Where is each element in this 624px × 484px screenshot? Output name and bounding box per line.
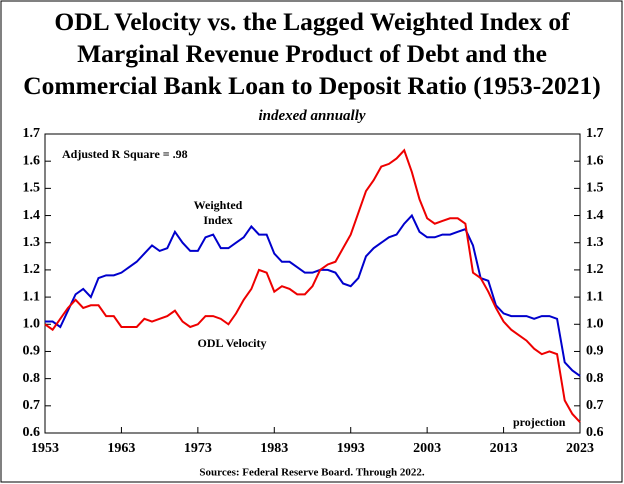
y-tick-label: 0.6 (23, 425, 41, 440)
y2-tick-label: 1.3 (586, 235, 604, 250)
y-tick-label: 1.2 (23, 262, 41, 277)
x-tick-label: 1953 (31, 441, 59, 456)
y2-tick-label: 1.1 (586, 289, 604, 304)
series-line (44, 148, 581, 423)
y2-tick-label: 1.0 (586, 316, 604, 331)
y-tick-label: 1.0 (23, 316, 41, 331)
series-line (45, 213, 581, 377)
plot-frame (44, 133, 581, 434)
y-tick-label: 1.4 (23, 208, 41, 223)
chart-subtitle: indexed annually (258, 108, 366, 124)
annotation: projection (513, 415, 566, 429)
x-tick-label: 1993 (337, 441, 365, 456)
x-tick-label: 2023 (566, 441, 594, 456)
y2-tick-label: 0.6 (586, 425, 604, 440)
y-tick-label: 0.7 (23, 398, 41, 413)
y2-tick-label: 1.4 (586, 208, 604, 223)
y2-tick-label: 1.6 (586, 153, 604, 168)
source: Sources: Federal Reserve Board. Through … (199, 467, 424, 479)
x-tick-label: 1973 (184, 441, 212, 456)
y2-tick-label: 0.9 (586, 344, 604, 359)
y-tick-label: 1.6 (23, 153, 41, 168)
series-label: Weighted Index (193, 198, 243, 227)
y2-tick-label: 1.7 (586, 126, 604, 141)
series-label: ODL Velocity (197, 336, 266, 350)
x-tick-label: 2013 (490, 441, 518, 456)
annotation: Adjusted R Square = .98 (62, 147, 188, 161)
y2-tick-label: 1.5 (586, 181, 604, 196)
y2-tick-label: 1.2 (586, 262, 604, 277)
chart-title: ODL Velocity vs. the Lagged Weighted Ind… (23, 7, 601, 100)
y-tick-label: 1.3 (23, 235, 41, 250)
y-tick-label: 1.5 (23, 181, 41, 196)
x-tick-label: 1983 (260, 441, 288, 456)
x-tick-label: 1963 (107, 441, 135, 456)
y-tick-label: 0.9 (23, 344, 41, 359)
y-tick-label: 1.1 (23, 289, 41, 304)
x-tick-label: 2003 (413, 441, 441, 456)
y-tick-label: 1.7 (23, 126, 41, 141)
y-tick-label: 0.8 (23, 371, 41, 386)
y2-tick-label: 0.7 (586, 398, 604, 413)
y2-tick-label: 0.8 (586, 371, 604, 386)
